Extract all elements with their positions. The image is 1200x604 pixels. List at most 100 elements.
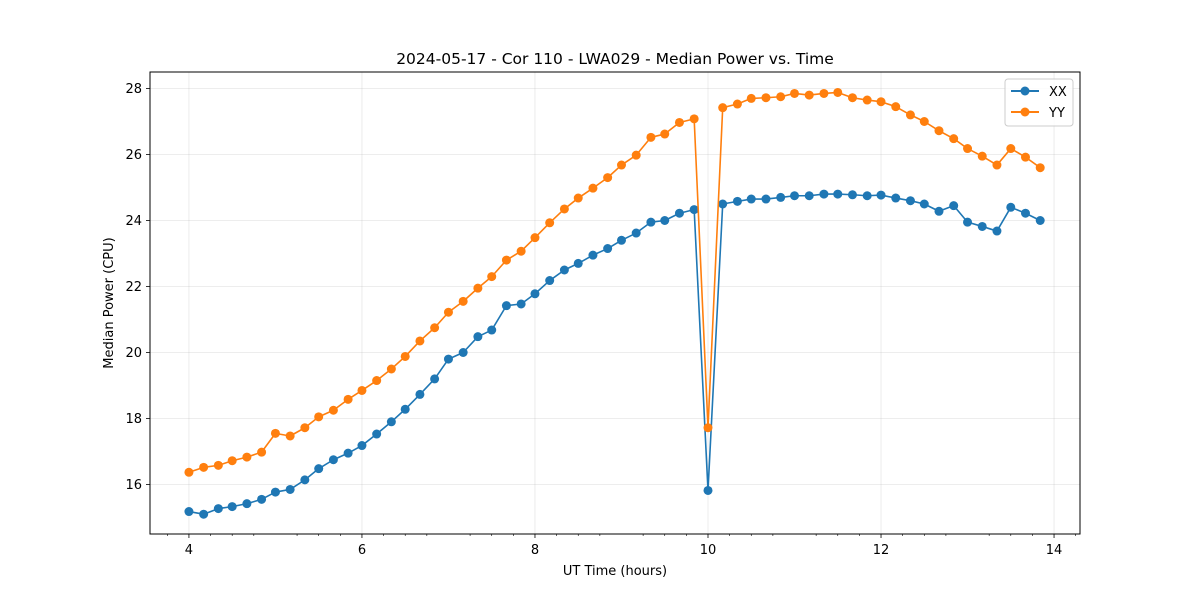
data-point-yy bbox=[559, 204, 569, 214]
data-point-yy bbox=[184, 467, 194, 477]
data-point-xx bbox=[646, 217, 656, 227]
data-point-xx bbox=[213, 504, 223, 514]
data-point-xx bbox=[718, 199, 728, 209]
data-point-yy bbox=[1006, 144, 1016, 154]
y-tick-label: 20 bbox=[125, 346, 142, 361]
data-point-xx bbox=[184, 507, 194, 517]
data-point-yy bbox=[314, 412, 324, 422]
data-point-yy bbox=[847, 93, 857, 103]
data-point-yy bbox=[703, 423, 713, 433]
x-axis-label: UT Time (hours) bbox=[563, 564, 667, 579]
data-point-yy bbox=[257, 447, 267, 457]
data-point-xx bbox=[891, 193, 901, 203]
data-point-yy bbox=[819, 88, 829, 98]
y-tick-label: 26 bbox=[125, 148, 142, 163]
data-point-yy bbox=[227, 456, 237, 466]
y-axis-label: Median Power (CPU) bbox=[102, 237, 117, 368]
data-point-yy bbox=[833, 87, 843, 97]
x-tick-label: 8 bbox=[531, 543, 539, 558]
data-point-xx bbox=[833, 189, 843, 199]
data-point-xx bbox=[660, 216, 670, 225]
data-point-xx bbox=[732, 196, 742, 206]
data-point-xx bbox=[415, 389, 425, 399]
data-point-yy bbox=[473, 283, 483, 293]
data-point-yy bbox=[199, 462, 209, 472]
data-point-xx bbox=[689, 205, 699, 215]
legend-marker-yy bbox=[1020, 107, 1030, 117]
data-point-yy bbox=[891, 102, 901, 112]
data-point-yy bbox=[415, 336, 425, 346]
data-point-yy bbox=[300, 423, 310, 433]
data-point-yy bbox=[501, 255, 511, 265]
data-point-xx bbox=[703, 485, 713, 495]
data-point-xx bbox=[473, 332, 483, 342]
legend-label-yy: YY bbox=[1048, 106, 1065, 121]
data-point-xx bbox=[1035, 216, 1045, 225]
grid-lines bbox=[150, 72, 1080, 534]
data-point-xx bbox=[343, 448, 353, 458]
x-tick-label: 12 bbox=[873, 543, 890, 558]
data-point-xx bbox=[516, 299, 526, 309]
data-point-xx bbox=[603, 244, 613, 254]
data-point-yy bbox=[963, 144, 973, 154]
data-point-xx bbox=[545, 276, 555, 286]
data-point-yy bbox=[674, 117, 684, 127]
data-point-yy bbox=[876, 97, 886, 107]
x-tick-label: 10 bbox=[700, 543, 717, 558]
y-tick-label: 18 bbox=[125, 412, 142, 427]
data-point-yy bbox=[213, 460, 223, 470]
y-tick-label: 28 bbox=[125, 82, 142, 97]
data-point-xx bbox=[400, 404, 410, 414]
data-point-yy bbox=[328, 405, 338, 415]
data-point-yy bbox=[530, 233, 540, 243]
data-point-yy bbox=[270, 428, 280, 438]
data-point-xx bbox=[963, 217, 973, 227]
data-point-xx bbox=[357, 441, 367, 451]
data-point-yy bbox=[646, 132, 656, 142]
data-point-yy bbox=[357, 385, 367, 395]
data-point-yy bbox=[603, 173, 613, 183]
data-point-yy bbox=[718, 103, 728, 113]
data-point-xx bbox=[300, 475, 310, 485]
data-point-xx bbox=[847, 190, 857, 200]
data-point-xx bbox=[992, 226, 1002, 236]
data-point-xx bbox=[588, 250, 598, 260]
data-point-xx bbox=[501, 301, 511, 311]
data-point-xx bbox=[285, 484, 295, 494]
data-point-xx bbox=[257, 494, 267, 504]
data-point-yy bbox=[372, 376, 382, 386]
data-point-xx bbox=[372, 429, 382, 439]
data-point-xx bbox=[314, 464, 324, 474]
data-point-xx bbox=[1006, 202, 1016, 212]
legend-label-xx: XX bbox=[1049, 85, 1067, 100]
y-tick-label: 16 bbox=[125, 478, 142, 493]
data-point-xx bbox=[386, 417, 396, 427]
data-point-xx bbox=[199, 509, 209, 519]
data-point-yy bbox=[1035, 163, 1045, 173]
data-point-yy bbox=[458, 296, 468, 306]
data-point-xx bbox=[862, 191, 872, 201]
data-point-xx bbox=[573, 258, 583, 268]
data-point-xx bbox=[746, 194, 756, 204]
data-point-yy bbox=[430, 323, 440, 333]
data-point-xx bbox=[819, 189, 829, 199]
data-point-xx bbox=[905, 196, 915, 206]
data-point-yy bbox=[732, 99, 742, 109]
data-point-yy bbox=[776, 92, 786, 102]
data-point-yy bbox=[616, 160, 626, 170]
data-point-yy bbox=[804, 90, 814, 100]
data-point-xx bbox=[328, 455, 338, 465]
data-point-xx bbox=[790, 191, 800, 201]
data-point-yy bbox=[588, 183, 598, 193]
data-point-xx bbox=[270, 487, 280, 497]
data-point-xx bbox=[458, 348, 468, 357]
plot-area-frame bbox=[149, 71, 1081, 535]
data-point-xx bbox=[227, 502, 237, 512]
data-point-yy bbox=[992, 160, 1002, 170]
y-tick-label: 22 bbox=[125, 280, 142, 295]
data-point-yy bbox=[242, 452, 252, 462]
data-point-yy bbox=[343, 394, 353, 404]
data-point-yy bbox=[400, 351, 410, 361]
data-point-yy bbox=[487, 272, 497, 282]
data-point-yy bbox=[862, 95, 872, 105]
